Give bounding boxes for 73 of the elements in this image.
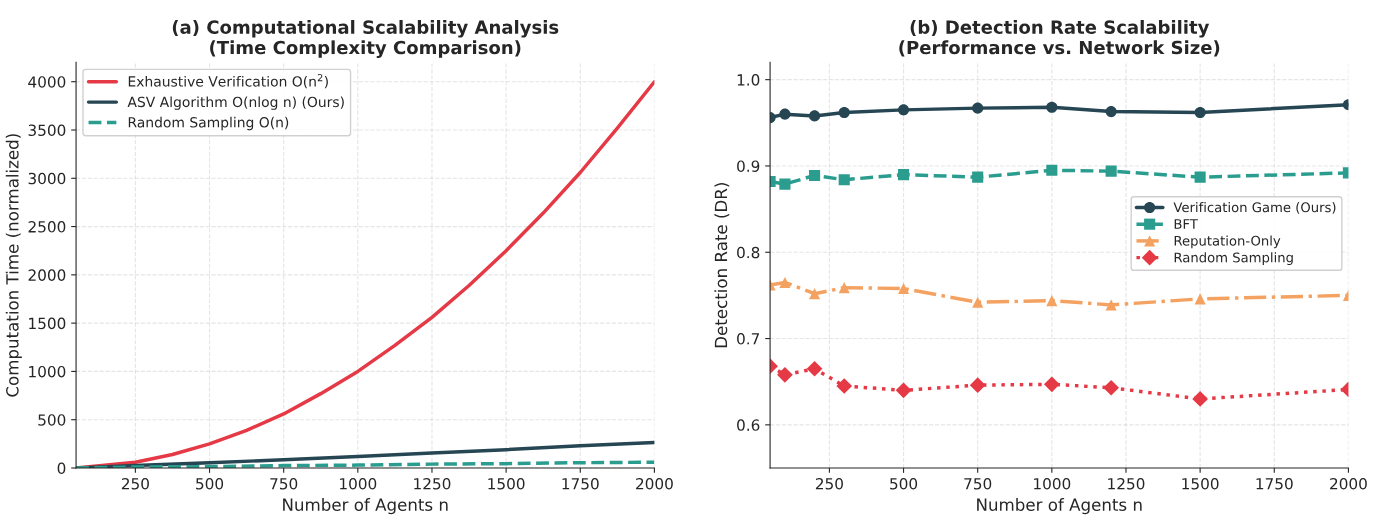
point bbox=[838, 282, 850, 294]
y-tick-label: 1500 bbox=[29, 317, 66, 330]
x-tick-label: 2000 bbox=[1330, 477, 1367, 490]
point bbox=[777, 366, 793, 383]
point bbox=[897, 282, 910, 295]
x-tick-label: 500 bbox=[890, 477, 918, 490]
x-axis-title: Number of Agents n bbox=[283, 498, 448, 515]
point bbox=[1105, 165, 1117, 177]
x-tick-label: 1000 bbox=[340, 477, 377, 490]
x-tick-label: 750 bbox=[270, 477, 298, 490]
point bbox=[779, 276, 791, 289]
x-tick-label: 250 bbox=[121, 477, 149, 490]
x-tick-label: 1750 bbox=[1256, 477, 1293, 490]
point bbox=[809, 169, 821, 182]
y-tick-label: 0.6 bbox=[737, 419, 760, 431]
point bbox=[779, 108, 791, 120]
x-tick-label: 1000 bbox=[1034, 477, 1071, 490]
point bbox=[1192, 391, 1208, 407]
point bbox=[1046, 164, 1058, 176]
point bbox=[897, 169, 910, 181]
y-tick-label: 1.0 bbox=[737, 74, 760, 86]
point bbox=[1103, 379, 1120, 396]
y-tick-label: 500 bbox=[38, 414, 66, 426]
y-tick-label: 0.7 bbox=[737, 333, 760, 345]
point bbox=[809, 288, 821, 300]
legend-label: BFT bbox=[1174, 219, 1198, 229]
x-tick-label: 250 bbox=[815, 477, 843, 490]
y-tick-label: 0.8 bbox=[737, 246, 760, 259]
x-tick-label: 500 bbox=[196, 477, 224, 490]
point bbox=[972, 102, 984, 114]
point bbox=[1194, 171, 1206, 183]
point bbox=[895, 382, 912, 399]
y-tick-label: 3000 bbox=[28, 172, 66, 185]
x-tick-label: 1750 bbox=[562, 477, 599, 490]
x-tick-label: 1500 bbox=[1182, 477, 1219, 490]
point bbox=[969, 377, 986, 394]
point bbox=[838, 174, 850, 186]
point bbox=[972, 171, 984, 183]
legend-label: Reputation-Only bbox=[1174, 235, 1281, 249]
x-tick-label: 1500 bbox=[488, 477, 525, 490]
point bbox=[779, 178, 791, 190]
y-tick-label: 2000 bbox=[28, 269, 66, 281]
legend-label: Exhaustive Verification O(n$^{2}$) bbox=[128, 73, 328, 89]
legend-label: Random Sampling bbox=[1174, 252, 1293, 265]
chart-title: (a) Computational Scalability Analysis (Time Complexity Comparison) bbox=[172, 19, 559, 58]
y-axis-title: Computation Time (normalized) bbox=[5, 134, 22, 397]
point bbox=[1105, 106, 1117, 118]
legend-label: Random Sampling O(n) bbox=[128, 116, 289, 131]
x-tick-label: 1250 bbox=[1108, 477, 1145, 490]
y-tick-label: 0 bbox=[57, 462, 66, 475]
point bbox=[897, 104, 910, 116]
point bbox=[1194, 106, 1206, 119]
chart-title: (b) Detection Rate Scalability (Performance vs. Network Size) bbox=[899, 19, 1220, 57]
point bbox=[972, 296, 984, 308]
y-tick-label: 4000 bbox=[28, 76, 66, 88]
point bbox=[1046, 101, 1058, 113]
y-tick-label: 1000 bbox=[29, 365, 66, 378]
x-tick-label: 2000 bbox=[636, 477, 673, 490]
x-tick-label: 750 bbox=[964, 477, 992, 490]
point bbox=[1046, 295, 1058, 307]
y-tick-label: 0.9 bbox=[737, 160, 760, 172]
x-tick-label: 1250 bbox=[414, 477, 451, 490]
y-axis-title: Detection Rate (DR) bbox=[714, 183, 730, 348]
x-axis-title: Number of Agents n bbox=[977, 498, 1142, 515]
y-tick-label: 3500 bbox=[28, 124, 66, 137]
point bbox=[1043, 376, 1060, 393]
point bbox=[838, 106, 850, 119]
y-tick-label: 2500 bbox=[28, 221, 66, 233]
point bbox=[836, 378, 853, 394]
point bbox=[809, 110, 821, 122]
point bbox=[806, 360, 823, 377]
legend-label: ASV Algorithm O(nlog n) (Ours) bbox=[127, 96, 344, 110]
legend-label: Verification Game (Ours) bbox=[1173, 202, 1336, 214]
